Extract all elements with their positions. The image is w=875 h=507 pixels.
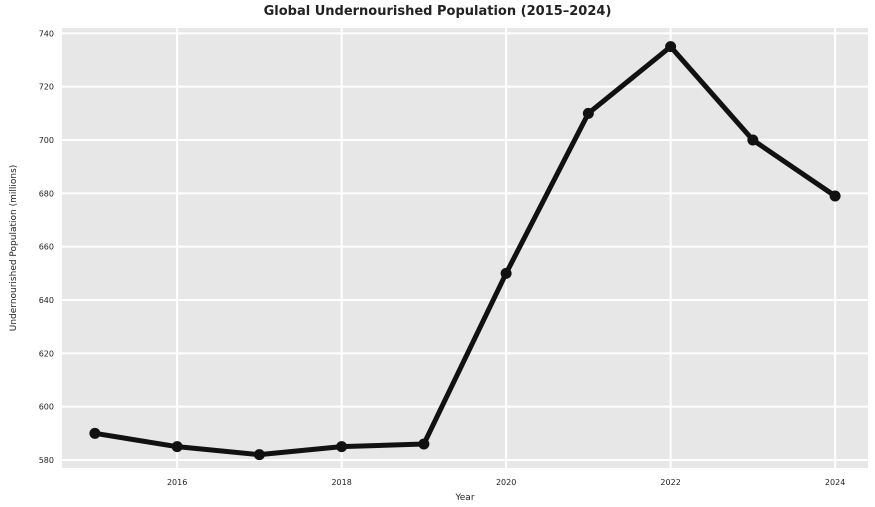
data-point <box>418 438 430 450</box>
series-line <box>92 44 838 458</box>
x-tick-label: 2018 <box>331 478 351 487</box>
data-point <box>253 449 265 461</box>
y-axis-label: Undernourished Population (millions) <box>9 165 19 332</box>
chart-title: Global Undernourished Population (2015–2… <box>264 4 612 19</box>
data-point <box>582 107 594 119</box>
data-point <box>89 427 101 439</box>
plot-area <box>62 28 868 468</box>
y-tick-label: 600 <box>39 403 54 412</box>
grid-lines <box>62 28 868 468</box>
x-tick-labels: 2016 2018 2020 2022 2024 <box>167 478 845 487</box>
data-point <box>171 441 183 453</box>
y-tick-label: 620 <box>39 349 54 358</box>
y-tick-label: 720 <box>39 83 54 92</box>
x-tick-label: 2016 <box>167 478 187 487</box>
data-point <box>747 134 759 146</box>
data-point <box>665 41 677 53</box>
y-tick-labels: 580 600 620 640 660 680 700 720 740 <box>39 29 54 465</box>
x-axis-label: Year <box>454 493 474 503</box>
data-point <box>500 267 512 279</box>
series-points <box>89 41 841 461</box>
y-tick-label: 580 <box>39 456 54 465</box>
data-point <box>336 441 348 453</box>
x-tick-label: 2022 <box>660 478 680 487</box>
y-tick-label: 640 <box>39 296 54 305</box>
data-point <box>829 190 841 202</box>
y-tick-label: 680 <box>39 189 54 198</box>
x-tick-label: 2020 <box>496 478 516 487</box>
y-tick-label: 740 <box>39 29 54 38</box>
y-tick-label: 660 <box>39 243 54 252</box>
y-tick-label: 700 <box>39 136 54 145</box>
x-tick-label: 2024 <box>825 478 845 487</box>
